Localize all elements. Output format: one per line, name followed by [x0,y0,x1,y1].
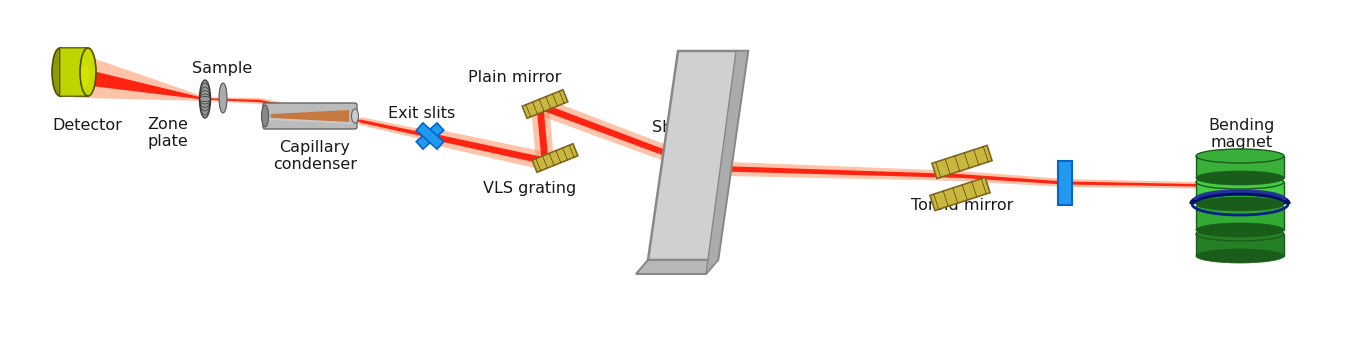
Polygon shape [267,118,353,124]
Bar [1197,234,1284,256]
Polygon shape [532,105,555,162]
Text: Zone
plate: Zone plate [148,117,188,149]
Ellipse shape [79,48,96,96]
Polygon shape [205,97,260,104]
Ellipse shape [1197,227,1284,241]
Ellipse shape [1197,171,1284,185]
Bar [416,123,444,149]
Polygon shape [730,166,960,178]
Polygon shape [931,145,992,179]
Text: Toroid mirror: Toroid mirror [911,199,1014,213]
Polygon shape [658,143,732,176]
Ellipse shape [1197,149,1284,163]
Polygon shape [532,144,577,172]
Text: Capillary
condenser: Capillary condenser [273,140,357,172]
Text: Detector: Detector [52,118,122,134]
Ellipse shape [261,105,268,127]
Text: VLS grating: VLS grating [483,181,576,195]
Polygon shape [205,98,260,102]
Ellipse shape [1197,201,1284,215]
Text: Exit slits: Exit slits [389,106,456,120]
Polygon shape [1065,179,1240,189]
Bar [61,48,87,96]
Ellipse shape [219,83,227,113]
Polygon shape [522,90,568,118]
Bar [1197,156,1284,178]
Polygon shape [537,106,548,161]
Polygon shape [960,174,1065,184]
Polygon shape [538,103,661,154]
Polygon shape [647,51,748,260]
Ellipse shape [199,80,210,118]
Ellipse shape [1197,175,1284,189]
Polygon shape [730,162,960,181]
Polygon shape [74,54,206,101]
Bar [1197,182,1284,204]
Polygon shape [537,98,662,158]
Ellipse shape [1197,223,1284,237]
Ellipse shape [351,109,358,123]
Polygon shape [707,51,748,274]
Bar [61,48,87,96]
Polygon shape [930,177,991,211]
Polygon shape [637,260,717,274]
Polygon shape [429,133,545,164]
Polygon shape [260,100,361,122]
Text: Shield wall: Shield wall [651,120,739,136]
Polygon shape [960,171,1065,187]
Bar [1058,161,1071,205]
Polygon shape [1065,182,1240,187]
Polygon shape [428,128,546,170]
Polygon shape [271,110,349,122]
Polygon shape [260,98,361,124]
Bar [416,123,444,149]
Polygon shape [660,148,731,172]
Polygon shape [77,68,205,100]
Ellipse shape [52,48,69,96]
FancyBboxPatch shape [262,103,357,129]
Text: Sample: Sample [192,61,252,75]
Ellipse shape [1197,249,1284,263]
Ellipse shape [81,65,89,87]
Text: Plain mirror: Plain mirror [468,71,561,85]
Polygon shape [359,117,431,141]
Text: Bending
magnet: Bending magnet [1209,118,1275,150]
Ellipse shape [1197,197,1284,211]
Bar [1197,208,1284,230]
Polygon shape [359,119,431,138]
